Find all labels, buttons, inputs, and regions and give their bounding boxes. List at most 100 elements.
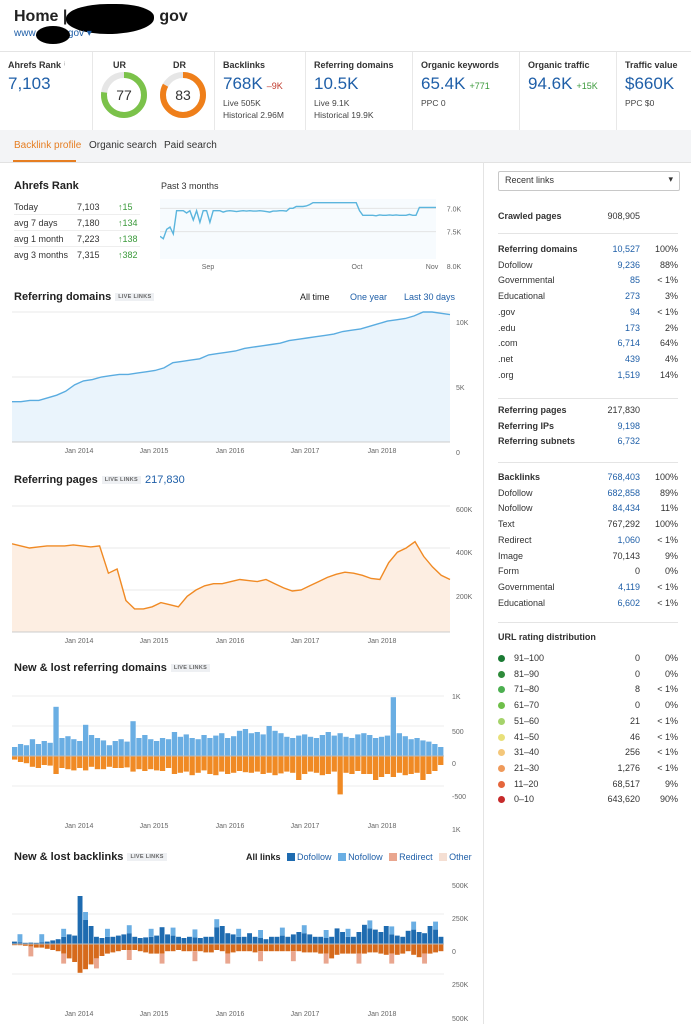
nofollow-bar [105, 928, 110, 937]
stat-value[interactable]: 439 [624, 353, 640, 364]
stat-value[interactable]: 1,519 [617, 369, 640, 380]
rating-dot [498, 717, 505, 725]
new-bar [177, 736, 183, 756]
lost-bar [219, 756, 225, 772]
rank-row-label: avg 3 months [14, 250, 69, 260]
stat-value[interactable]: 6,714 [617, 338, 640, 349]
stat-value[interactable]: 9,198 [617, 420, 640, 431]
period-last-30-days[interactable]: Last 30 days [404, 292, 456, 302]
new-bar [279, 935, 285, 944]
url-rating-row: 71–80 8 < 1% [498, 684, 678, 698]
rating-gauges: 77 83 [101, 72, 206, 118]
stat-value: 217,830 [607, 405, 640, 415]
lost-bar [94, 756, 101, 770]
lost-bar [349, 756, 355, 774]
legend-nofollow[interactable]: Nofollow [338, 852, 383, 862]
lost-bar [372, 944, 378, 953]
new-bar [313, 738, 320, 756]
metric-referring-domains: Referring domains 10.5K Live 9.1K Histor… [305, 52, 413, 130]
lost-bar [345, 944, 351, 954]
stat-value[interactable]: 173 [624, 322, 640, 333]
lost-bar [296, 756, 302, 780]
x-tick-label: Jan 2015 [140, 448, 169, 455]
chevron-down-icon: ▾ [668, 174, 673, 184]
new-bar [367, 928, 373, 944]
url-rating-row: 11–20 68,517 9% [498, 779, 678, 793]
stat-label: 11–20 [514, 778, 539, 789]
new-bar [219, 926, 225, 944]
period-one-year[interactable]: One year [350, 292, 388, 302]
new-bar [142, 735, 148, 756]
new-bar [258, 938, 263, 944]
new-bar [115, 935, 121, 944]
stat-value[interactable]: 768,403 [607, 472, 640, 482]
rank-row-label: avg 7 days [14, 218, 58, 228]
url-rating-row: 0–10 643,620 90% [498, 794, 678, 808]
stat-value[interactable]: 85 [629, 275, 640, 286]
stat-value[interactable]: 1,060 [617, 534, 640, 545]
tab-organic-search[interactable]: Organic search [89, 140, 157, 151]
stat-value: 8 [634, 684, 640, 695]
rank-row-value: 7,315 [77, 250, 100, 260]
lost-bar [17, 756, 24, 762]
lost-bar [396, 756, 402, 773]
lost-bar [61, 944, 67, 954]
y-tick-label: 0 [452, 761, 456, 768]
rank-row-delta: ↑134 [118, 218, 138, 228]
referring-pages-value: 217,830 [145, 474, 185, 486]
new-bar [77, 741, 83, 756]
nofollow-bar [214, 919, 220, 928]
lost-bar [126, 944, 132, 950]
series-line [12, 540, 451, 610]
lost-bar [39, 944, 45, 948]
y-tick-label: 1K [452, 694, 461, 701]
new-bar [132, 936, 138, 944]
stat-value: 0 [634, 668, 640, 679]
lost-bar [154, 756, 160, 771]
ref-domain-row: .net 439 4% [498, 354, 678, 368]
recent-links-select[interactable]: Recent links ▾ [498, 171, 680, 191]
stat-label: Referring subnets [498, 436, 576, 447]
lost-bar [207, 756, 213, 774]
new-bar [278, 733, 284, 756]
stat-value[interactable]: 94 [629, 306, 640, 317]
redirect-bar [225, 953, 231, 964]
lost-bar [143, 944, 149, 953]
stat-value[interactable]: 6,602 [617, 597, 640, 608]
tab-backlink-profile[interactable]: Backlink profile [14, 140, 82, 151]
stat-value[interactable]: 9,236 [617, 259, 640, 270]
stat-label: Dofollow [498, 259, 533, 270]
new-bar [214, 927, 220, 944]
lost-bar [142, 756, 148, 771]
stat-value[interactable]: 6,732 [617, 436, 640, 447]
legend-dofollow[interactable]: Dofollow [287, 852, 332, 862]
y-tick-label: 500K [452, 1016, 469, 1023]
legend-all-links[interactable]: All links [246, 852, 281, 862]
new-bar [307, 736, 314, 756]
new-bar [126, 933, 132, 944]
lost-bar [301, 944, 307, 953]
stat-value[interactable]: 682,858 [607, 487, 640, 498]
tab-paid-search[interactable]: Paid search [164, 140, 217, 151]
backlinks-row: Dofollow 682,858 89% [498, 488, 678, 502]
site-url-link[interactable]: www. gov ▾ [14, 28, 92, 39]
y-tick-label: 7.0K [447, 206, 462, 213]
lost-bar [319, 756, 325, 776]
stat-value[interactable]: 273 [624, 291, 640, 302]
new-bar [361, 733, 367, 756]
ur-gauge [101, 72, 147, 118]
legend-other[interactable]: Other [439, 852, 472, 862]
period-all-time[interactable]: All time [300, 292, 330, 302]
lost-bar [29, 756, 36, 767]
y-tick-label: 8.0K [447, 264, 462, 271]
new-bar [47, 742, 53, 756]
new-bar [28, 942, 34, 944]
stat-percent: < 1% [657, 715, 678, 726]
stat-value[interactable]: 84,434 [612, 503, 640, 514]
new-bar [148, 739, 154, 756]
right-panel [483, 162, 691, 1024]
stat-value[interactable]: 4,119 [618, 581, 640, 592]
y-tick-label: 250K [452, 982, 469, 989]
stat-value[interactable]: 10,527 [612, 244, 640, 254]
legend-redirect[interactable]: Redirect [389, 852, 433, 862]
